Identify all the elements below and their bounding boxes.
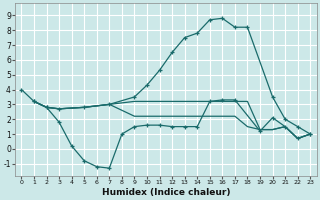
X-axis label: Humidex (Indice chaleur): Humidex (Indice chaleur)	[101, 188, 230, 197]
